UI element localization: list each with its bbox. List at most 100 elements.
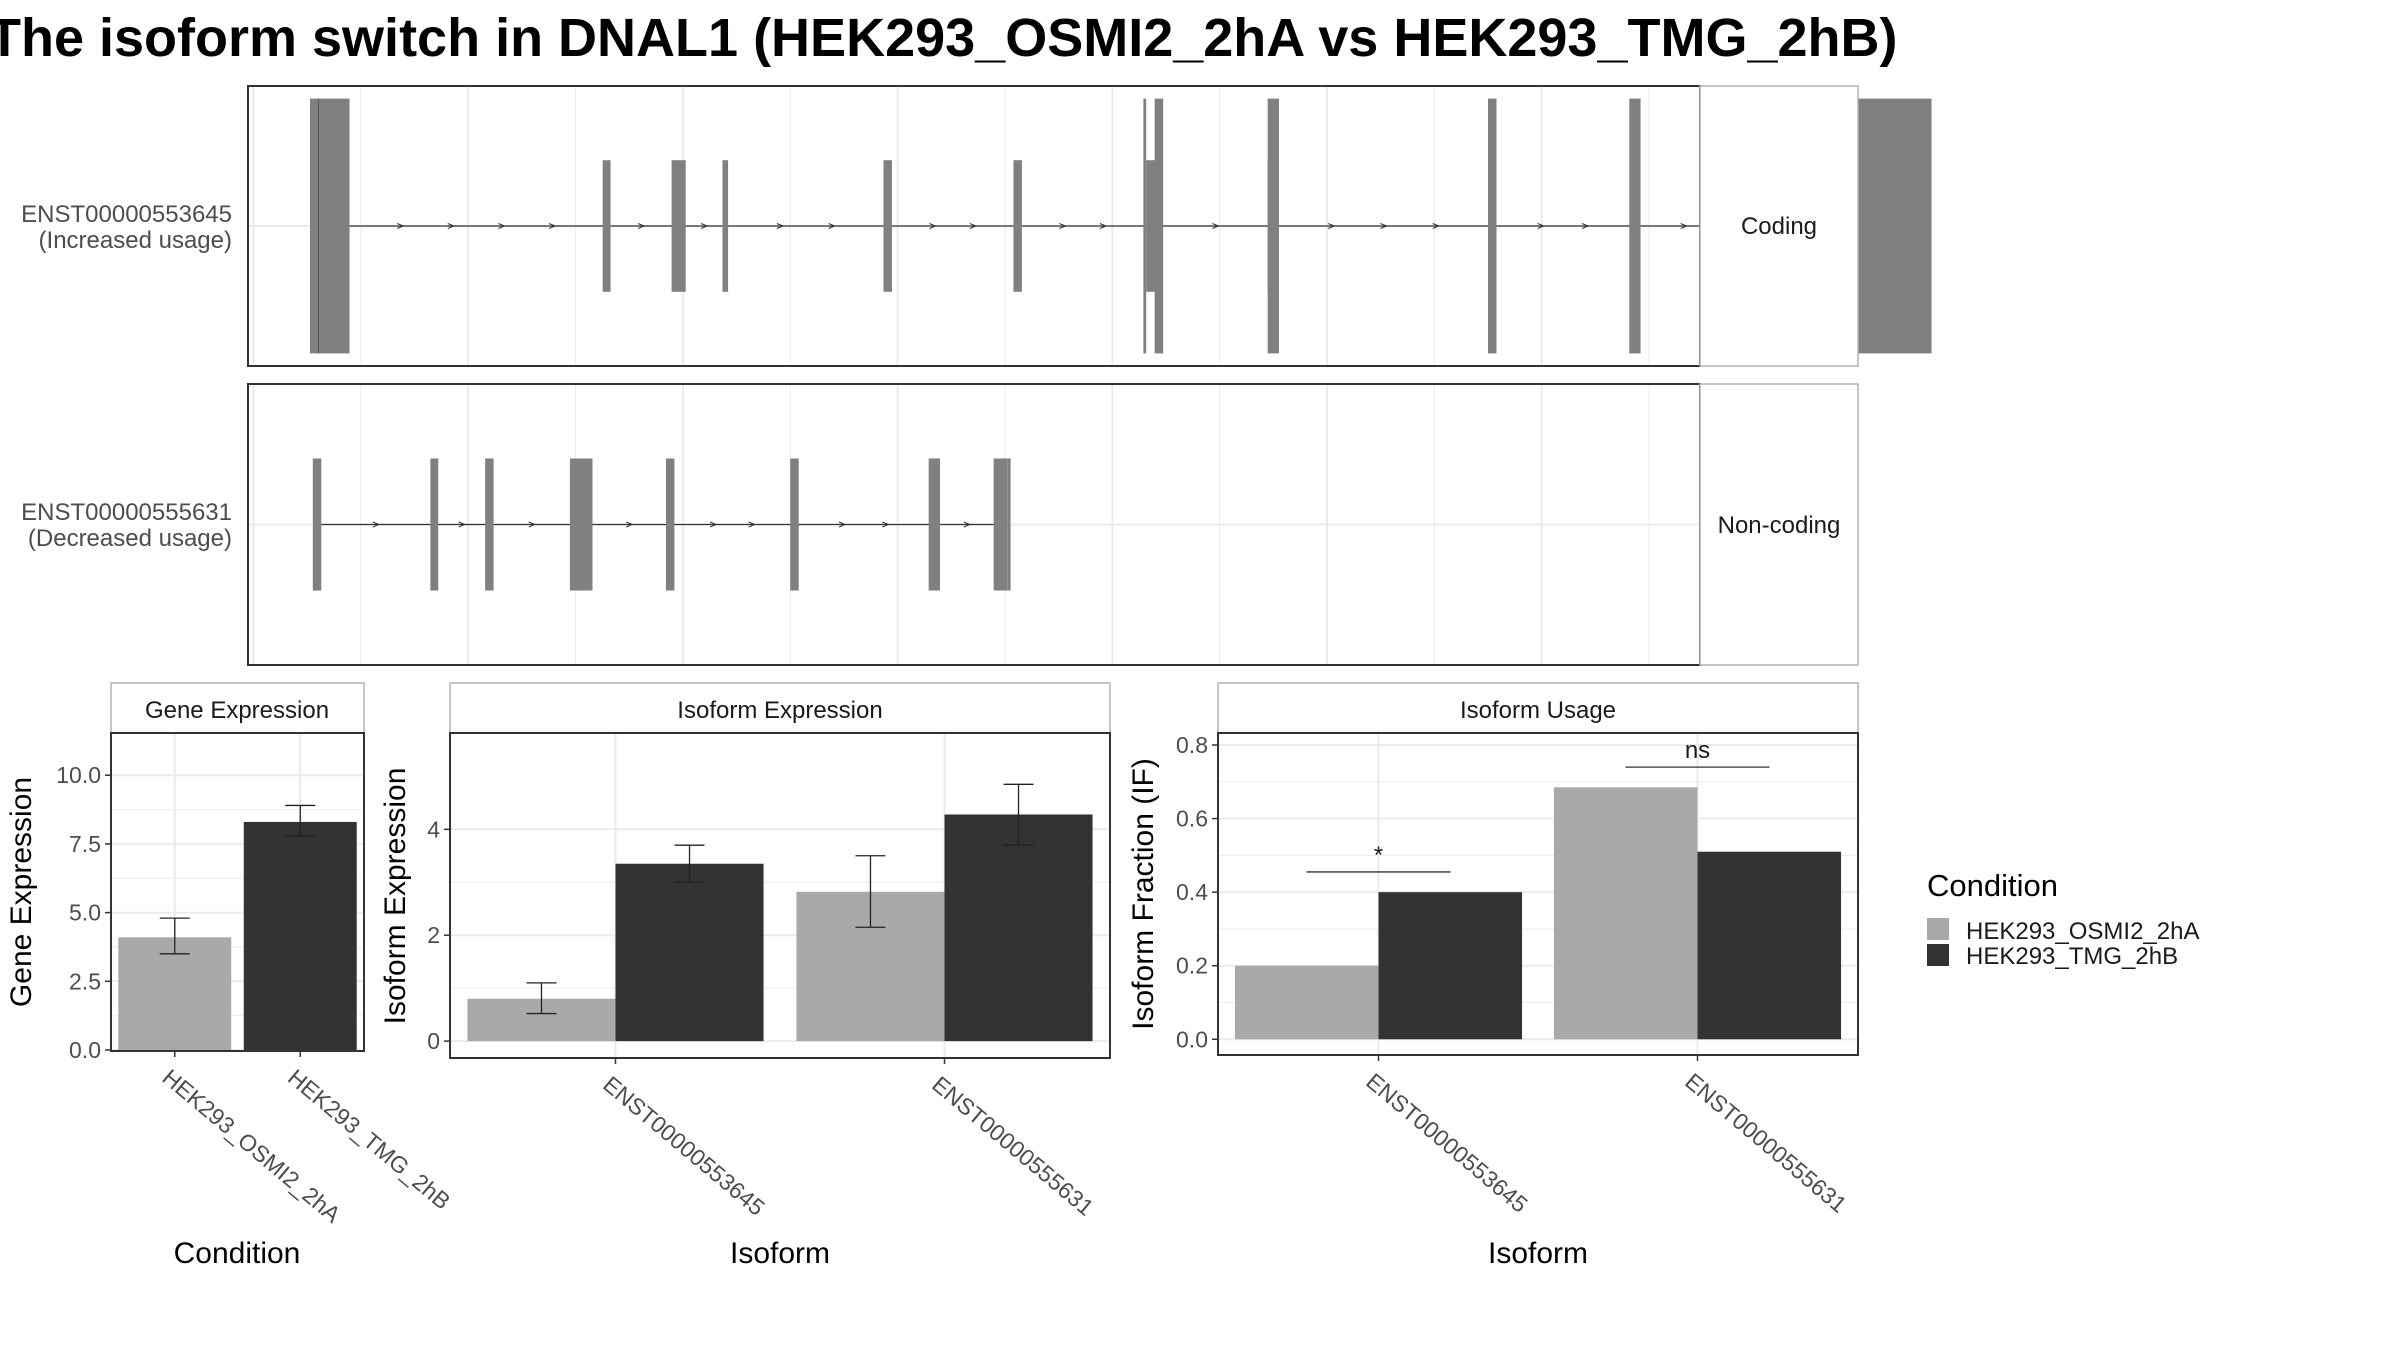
intron-arrow: [929, 223, 937, 229]
significance-label: *: [1374, 842, 1383, 869]
intron-arrow: [1432, 223, 1441, 229]
exon-cds: [1488, 98, 1497, 354]
intron-arrow: [776, 223, 785, 229]
legend-key-1: [1927, 918, 1949, 940]
facet-label-coding: Coding: [1741, 213, 1817, 240]
intron-arrow: [1680, 223, 1688, 229]
gene-expression-strip: [110, 682, 365, 734]
y-tick-label: 0.6: [1176, 806, 1208, 832]
isoform-expression-x-title: Isoform: [730, 1237, 830, 1270]
exon-cds: [1143, 98, 1147, 354]
exon-utr: [602, 160, 611, 292]
isoform-usage-y-title: Isoform Fraction (IF): [1127, 758, 1160, 1030]
bar: [944, 814, 1093, 1042]
intron-arrow: [748, 521, 756, 528]
x-tick-label: ENST00000553645: [1361, 1068, 1533, 1218]
isoform-expression-plot: 0 2 4 ENST00000553645 ENST00000555631: [427, 734, 1109, 1221]
intron-arrow: [447, 223, 456, 229]
y-tick-label: 4: [427, 816, 440, 842]
x-tick-label: ENST00000555631: [927, 1071, 1099, 1221]
isoform-expression-strip-label: Isoform Expression: [677, 697, 882, 724]
legend-label-2: HEK293_TMG_2hB: [1966, 943, 2178, 970]
exon-utr: [312, 458, 322, 591]
intron-arrow: [548, 223, 557, 229]
intron-arrow: [709, 521, 718, 528]
intron-arrow: [838, 521, 847, 528]
exon-utr: [790, 458, 799, 591]
isoform-usage-x-title: Isoform: [1488, 1237, 1588, 1270]
legend: Condition HEK293_OSMI2_2hA HEK293_TMG_2h…: [1927, 868, 2199, 970]
y-tick-label: 2.5: [69, 968, 101, 994]
isoform-usage-panel: [1217, 732, 1859, 1056]
exon-utr: [584, 458, 593, 591]
intron-arrow: [458, 521, 467, 528]
intron-arrow: [396, 223, 405, 229]
gene-expression-strip-label: Gene Expression: [145, 697, 329, 724]
exon-utr: [928, 458, 940, 591]
intron-arrow: [1537, 223, 1546, 229]
y-tick-label: 7.5: [69, 831, 101, 857]
isoform-expression-y-title: Isoform Expression: [379, 768, 412, 1025]
exon-utr: [883, 160, 892, 292]
isoform-expression-chart: Isoform Expression 0 2 4 ENST00000553645 ENS…: [379, 682, 1111, 1270]
bar: [243, 821, 357, 1050]
exon-utr: [993, 458, 1008, 591]
transcript-1-usage: (Increased usage): [39, 227, 232, 254]
x-tick-label: ENST00000555631: [1680, 1068, 1852, 1218]
bar: [118, 937, 232, 1050]
y-tick-label: 10.0: [56, 762, 101, 788]
intron-arrow: [498, 223, 506, 229]
isoform-expression-panel: [449, 732, 1111, 1059]
transcript-row-1: Coding ENST00000553645 (Increased usage): [21, 85, 1932, 367]
y-tick-label: 0.8: [1176, 732, 1208, 758]
y-tick-label: 0: [427, 1028, 440, 1054]
transcript-marks-2: [312, 458, 1011, 591]
transcript-row-2: Non-coding ENST00000555631 (Decreased us…: [21, 383, 1859, 666]
exon-cds: [1154, 98, 1164, 354]
bar: [1378, 892, 1523, 1040]
intron-arrow: [528, 521, 537, 528]
exon-utr: [430, 458, 439, 591]
bar: [1234, 965, 1379, 1040]
bar: [1697, 851, 1842, 1040]
exon-utr: [485, 458, 494, 591]
bar: [615, 863, 764, 1042]
y-tick-label: 0.4: [1176, 879, 1208, 905]
intron-arrow: [1328, 223, 1336, 229]
exon-utr: [671, 160, 686, 292]
exon-utr: [1013, 160, 1022, 292]
exon-utr: [1146, 160, 1158, 292]
facet-strip-non-coding: [1699, 383, 1859, 666]
y-tick-label: 0.0: [1176, 1026, 1208, 1052]
isoform-usage-chart: Isoform Usage 0.0 0.2 0.4 0.6 0.8 ENST0000055…: [1127, 682, 1859, 1270]
intron-arrow: [963, 521, 972, 528]
legend-title: Condition: [1927, 868, 2058, 903]
transcript-1-name: ENST00000553645: [21, 201, 232, 228]
exon-utr: [1007, 458, 1011, 591]
exon-utr: [569, 458, 585, 591]
legend-key-2: [1927, 944, 1949, 966]
intron-arrow: [1212, 223, 1220, 229]
facet-label-non-coding: Non-coding: [1718, 512, 1841, 539]
isoform-usage-strip: [1217, 682, 1859, 734]
intron-arrow: [969, 223, 978, 229]
exon-cds: [1629, 98, 1641, 354]
exon-utr: [722, 160, 729, 292]
legend-label-1: HEK293_OSMI2_2hA: [1966, 918, 2199, 945]
exon-cds: [310, 98, 350, 354]
intron-arrow: [828, 223, 836, 229]
gene-expression-x-title: Condition: [174, 1237, 301, 1270]
isoform-usage-plot: 0.0 0.2 0.4 0.6 0.8 ENST00000553645 ENST000005…: [1176, 732, 1857, 1218]
exon-utr: [665, 458, 675, 591]
transcript-2-name: ENST00000555631: [21, 499, 232, 526]
intron-arrow: [1581, 223, 1590, 229]
intron-arrow: [626, 521, 634, 528]
intron-arrow: [1059, 223, 1067, 229]
gene-expression-panel: [110, 732, 365, 1052]
intron-arrow: [700, 223, 709, 229]
bar: [1553, 787, 1698, 1040]
intron-arrow: [1380, 223, 1388, 229]
x-tick-label: ENST00000553645: [598, 1071, 770, 1221]
significance-label: ns: [1685, 737, 1710, 764]
